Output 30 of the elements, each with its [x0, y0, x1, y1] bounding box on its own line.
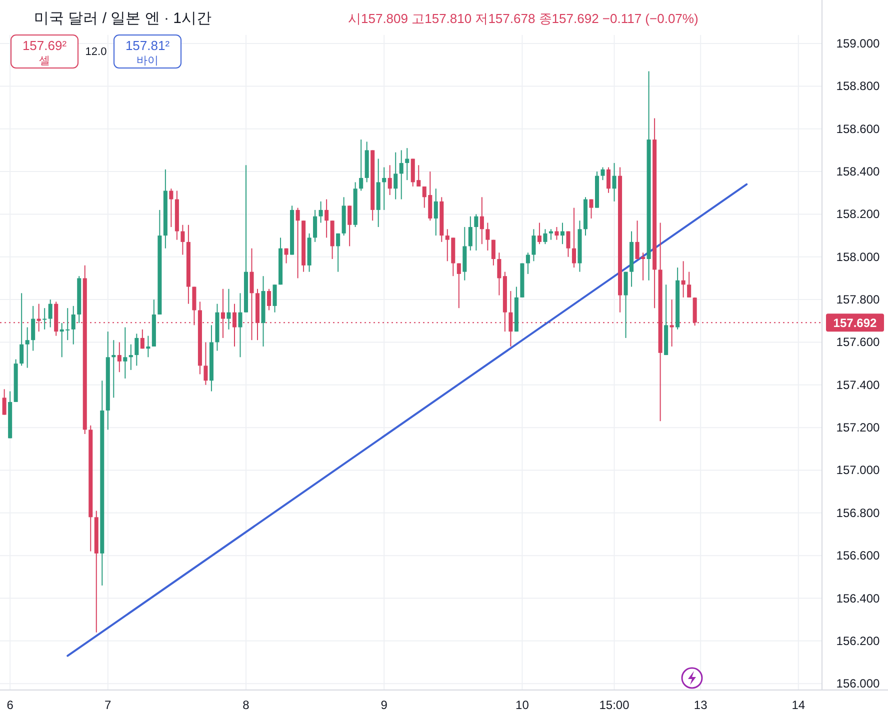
y-tick-label: 157.600	[836, 335, 880, 350]
annotation: 157.69² 셀	[22, 38, 68, 67]
y-tick-label: 156.000	[836, 676, 880, 691]
x-tick-label: 8	[242, 698, 250, 712]
y-tick-label: 157.400	[836, 378, 880, 392]
x-tick-label: 6	[6, 698, 14, 712]
y-tick-label: 158.400	[836, 164, 880, 179]
y-tick-label: 157.000	[836, 463, 880, 478]
y-tick-label: 156.200	[836, 634, 880, 648]
annotation: 157.81² 바이	[125, 38, 170, 67]
x-tick-label: 14	[792, 698, 806, 712]
x-tick-label: 13	[694, 698, 708, 712]
x-tick-label: 7	[104, 698, 112, 712]
annotation: 12.0	[85, 46, 107, 58]
y-tick-label: 158.800	[836, 79, 880, 94]
chart-title: 미국 달러 / 일본 엔 · 1시간	[34, 10, 212, 27]
x-tick-label: 10	[516, 698, 530, 712]
y-tick-label: 156.600	[836, 548, 880, 563]
ref-line-label: 157.692	[833, 316, 878, 330]
y-tick-label: 157.200	[836, 420, 880, 435]
y-tick-label: 159.000	[836, 36, 880, 51]
y-tick-label: 158.000	[836, 250, 880, 264]
x-tick-label: 9	[380, 698, 388, 712]
x-tick-label: 15:00	[599, 698, 630, 712]
y-tick-label: 156.800	[836, 506, 880, 520]
text: 시157.809 고157.810 저157.678 종157.692 −0.117 (−0.07%)	[348, 11, 698, 26]
y-tick-label: 157.800	[836, 292, 880, 307]
y-tick-label: 158.600	[836, 122, 880, 136]
y-tick-label: 158.200	[836, 207, 880, 222]
y-tick-label: 156.400	[836, 591, 880, 606]
